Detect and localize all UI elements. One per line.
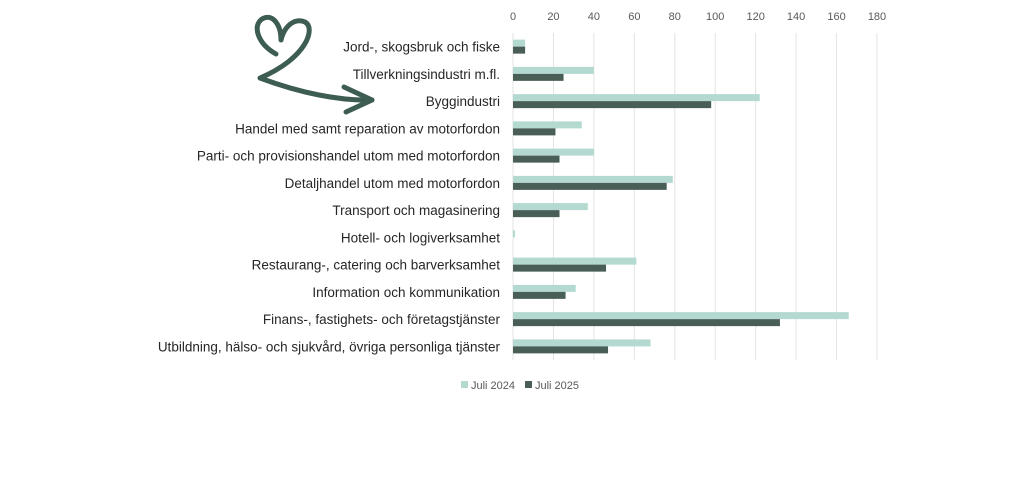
legend-label: Juli 2024 xyxy=(471,380,515,392)
legend: Juli 2024 Juli 2025 xyxy=(461,380,579,392)
bar-juli-2025 xyxy=(513,101,712,109)
category-label: Byggindustri xyxy=(426,94,500,109)
bar-juli-2025 xyxy=(513,73,564,81)
x-tick-label: 180 xyxy=(868,11,886,23)
x-tick-label: 0 xyxy=(510,11,516,23)
bar-juli-2025 xyxy=(513,128,556,136)
bar-juli-2024 xyxy=(513,284,576,292)
category-label: Finans-, fastighets- och företagstjänste… xyxy=(263,312,501,327)
bar-juli-2025 xyxy=(513,210,560,218)
category-label: Transport och magasinering xyxy=(332,203,500,218)
bar-juli-2024 xyxy=(513,312,849,320)
legend-swatch xyxy=(461,381,468,388)
category-label: Information och kommunikation xyxy=(312,285,500,300)
category-label: Handel med samt reparation av motorfordo… xyxy=(235,121,500,136)
bar-juli-2025 xyxy=(513,291,566,299)
x-tick-label: 140 xyxy=(787,11,805,23)
category-label: Restaurang-, catering och barverksamhet xyxy=(252,258,501,273)
bar-juli-2024 xyxy=(513,203,588,211)
bar-juli-2024 xyxy=(513,148,594,156)
x-tick-label: 160 xyxy=(827,11,845,23)
bar-juli-2024 xyxy=(513,175,673,183)
bar-juli-2025 xyxy=(513,346,609,354)
category-label: Utbildning, hälso- och sjukvård, övriga … xyxy=(158,339,501,354)
x-tick-label: 60 xyxy=(628,11,640,23)
category-labels: Jord-, skogsbruk och fiske Tillverkningsi… xyxy=(158,40,501,355)
legend-label: Juli 2025 xyxy=(535,380,579,392)
bar-juli-2025 xyxy=(513,182,667,190)
category-label: Tillverkningsindustri m.fl. xyxy=(353,67,500,82)
legend-swatch xyxy=(525,381,532,388)
x-tick-label: 80 xyxy=(669,11,681,23)
category-label: Hotell- och logiverksamhet xyxy=(341,230,500,245)
category-label: Parti- och provisionshandel utom med mot… xyxy=(197,149,500,164)
x-tick-label: 120 xyxy=(746,11,764,23)
x-tick-label: 20 xyxy=(547,11,559,23)
bars xyxy=(513,39,849,354)
category-label: Detaljhandel utom med motorfordon xyxy=(285,176,500,191)
bar-juli-2024 xyxy=(513,230,516,238)
bar-juli-2024 xyxy=(513,94,760,102)
bar-juli-2024 xyxy=(513,39,526,47)
bar-juli-2025 xyxy=(513,264,607,272)
heart-arrow-icon xyxy=(254,15,375,115)
bar-juli-2024 xyxy=(513,257,637,265)
bar-juli-2024 xyxy=(513,66,594,74)
bar-juli-2025 xyxy=(513,46,526,54)
bar-juli-2024 xyxy=(513,339,651,347)
x-tick-label: 100 xyxy=(706,11,724,23)
bar-juli-2024 xyxy=(513,121,582,129)
x-axis-ticks: 0 20 40 60 80 100 120 140 160 180 xyxy=(510,11,886,23)
x-tick-label: 40 xyxy=(588,11,600,23)
bar-juli-2025 xyxy=(513,319,780,327)
bar-juli-2025 xyxy=(513,155,560,163)
gridlines xyxy=(512,33,878,360)
category-label: Jord-, skogsbruk och fiske xyxy=(343,40,500,55)
